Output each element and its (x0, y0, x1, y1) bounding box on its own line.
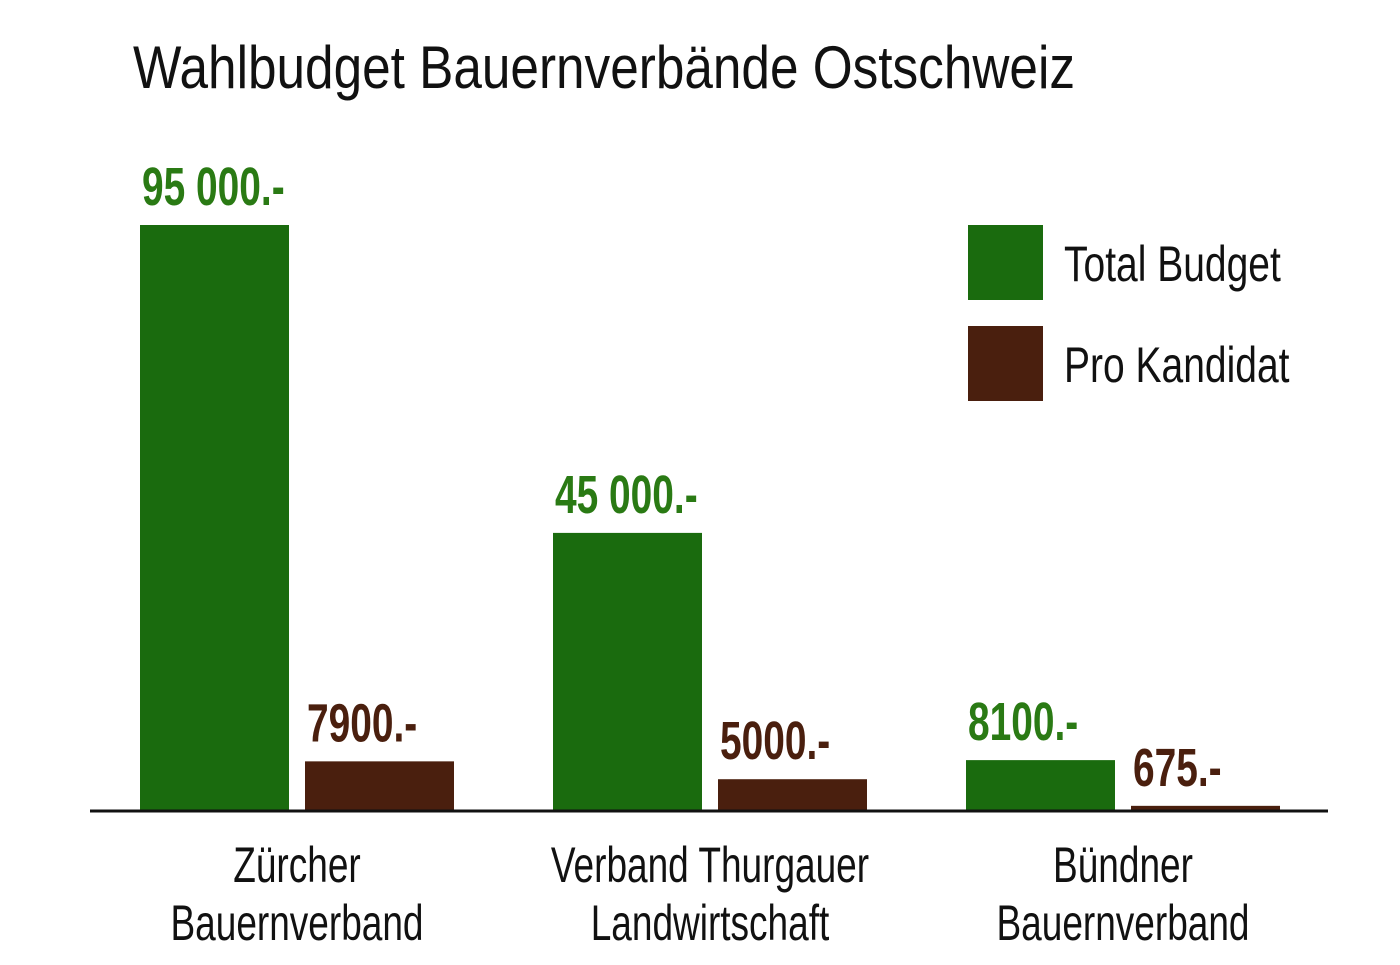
legend-swatch-0 (968, 225, 1043, 300)
data-label: 675.- (1133, 738, 1222, 798)
legend-swatch-1 (968, 326, 1043, 401)
bar-pro-kandidat-0 (305, 761, 454, 810)
data-label: 7900.- (307, 693, 417, 753)
data-label: 5000.- (720, 711, 830, 771)
chart-title: Wahlbudget Bauernverbände Ostschweiz (133, 34, 1075, 101)
data-label: 8100.- (968, 692, 1078, 752)
bar-total-budget-0 (140, 225, 289, 810)
bar-pro-kandidat-2 (1131, 805, 1280, 810)
data-label: 95 000.- (142, 157, 285, 217)
x-tick-label: Bauernverband (170, 895, 423, 951)
legend-label: Pro Kandidat (1064, 337, 1290, 393)
x-tick-label: Landwirtschaft (591, 895, 830, 951)
x-tick-label: Bündner (1053, 837, 1193, 893)
x-tick-label: Zürcher (233, 837, 360, 893)
legend: Total Budget Pro Kandidat (968, 225, 1290, 401)
bar-pro-kandidat-1 (718, 779, 867, 810)
bar-total-budget-2 (966, 760, 1115, 810)
legend-label: Total Budget (1064, 236, 1281, 292)
bar-total-budget-1 (553, 532, 702, 810)
x-tick-label: Verband Thurgauer (551, 837, 869, 893)
data-label: 45 000.- (555, 465, 698, 525)
x-tick-label: Bauernverband (996, 895, 1249, 951)
